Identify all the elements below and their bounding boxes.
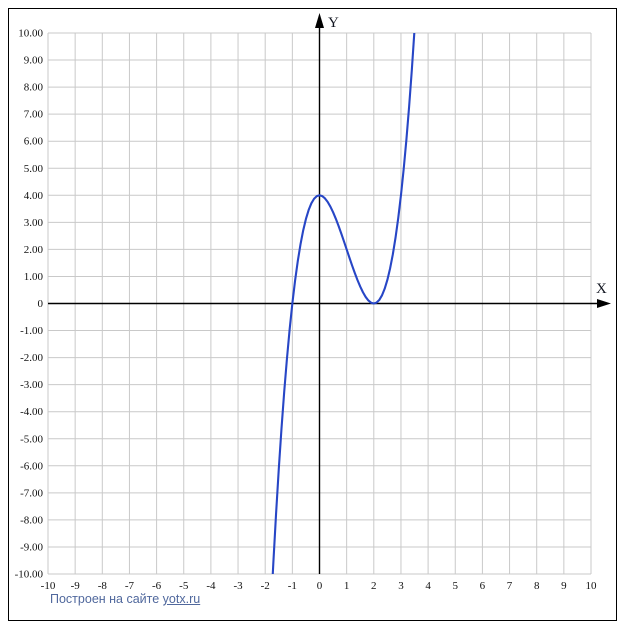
x-tick-label: -10	[41, 580, 56, 592]
x-tick-label: -3	[233, 580, 243, 592]
y-tick-label: -6.00	[20, 460, 43, 472]
y-tick-label: 3.00	[24, 217, 44, 229]
x-tick-label: 5	[453, 580, 459, 592]
x-tick-label: -4	[206, 580, 216, 592]
x-tick-label: -2	[261, 580, 270, 592]
axes	[48, 13, 611, 574]
y-tick-label: 0	[38, 298, 44, 310]
x-tick-label: 2	[371, 580, 377, 592]
y-tick-label: -5.00	[20, 433, 43, 445]
x-tick-label: 8	[534, 580, 540, 592]
x-tick-label: -1	[288, 580, 297, 592]
x-tick-label: -9	[71, 580, 81, 592]
y-tick-label: 9.00	[24, 55, 44, 67]
y-tick-label: -2.00	[20, 352, 43, 364]
y-tick-label: -4.00	[20, 406, 43, 418]
footer-text: Построен на сайте	[50, 592, 163, 606]
x-tick-label: 3	[398, 580, 404, 592]
y-tick-label: 7.00	[24, 109, 44, 121]
y-tick-label: 2.00	[24, 244, 44, 256]
x-tick-label: -5	[179, 580, 189, 592]
y-tick-label: 10.00	[18, 28, 43, 40]
x-tick-label: -8	[98, 580, 108, 592]
function-curve	[271, 33, 416, 574]
footer-link[interactable]: yotx.ru	[162, 592, 201, 606]
x-axis-label: X	[596, 281, 607, 297]
plot-border	[8, 8, 617, 621]
y-tick-label: -9.00	[20, 541, 43, 553]
x-tick-label: 10	[586, 580, 598, 592]
y-tick-label: -1.00	[20, 325, 43, 337]
tick-labels: -10 -9 -8 -7 -6 -5 -4 -3 -2 -1 0 1 2 3 4 5 6 7 8 9 1010.009.…	[15, 28, 597, 593]
x-axis-arrow	[597, 299, 611, 308]
y-tick-label: 4.00	[24, 190, 44, 202]
x-tick-label: 7	[507, 580, 513, 592]
y-axis-label: Y	[328, 15, 339, 31]
y-tick-label: 1.00	[24, 271, 44, 283]
y-axis-arrow	[315, 13, 324, 28]
x-tick-label: 9	[561, 580, 567, 592]
x-tick-label: 1	[344, 580, 350, 592]
footer-credit: Построен на сайте yotx.ru	[50, 592, 200, 606]
x-tick-label: 0	[317, 580, 323, 592]
y-tick-label: -7.00	[20, 487, 43, 499]
y-tick-label: -10.00	[15, 569, 44, 581]
x-tick-label: -6	[152, 580, 162, 592]
y-tick-label: 5.00	[24, 163, 44, 175]
x-tick-label: -7	[125, 580, 135, 592]
y-tick-label: -3.00	[20, 379, 43, 391]
y-tick-label: -8.00	[20, 514, 43, 526]
y-tick-label: 6.00	[24, 136, 44, 148]
y-tick-label: 8.00	[24, 82, 44, 94]
x-tick-label: 6	[480, 580, 486, 592]
x-tick-label: 4	[425, 580, 431, 592]
